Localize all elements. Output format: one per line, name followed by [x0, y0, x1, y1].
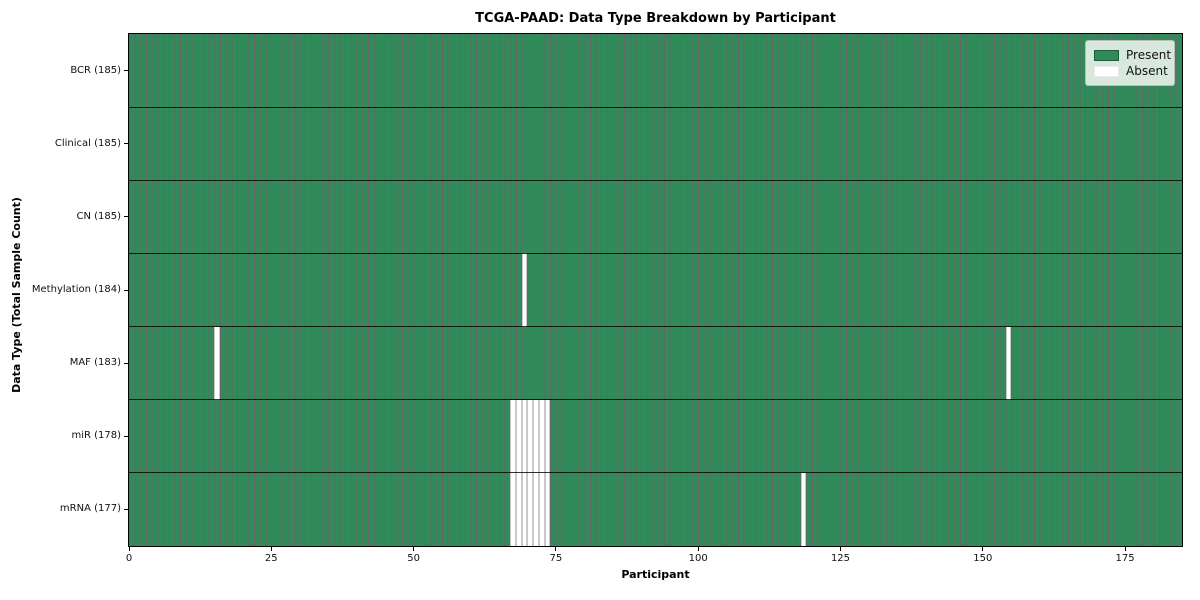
plot-area: [129, 34, 1182, 546]
heatmap-row-BCR: [129, 34, 1182, 108]
heatmap-row-CN: [129, 180, 1182, 254]
legend-item-absent: Absent: [1094, 63, 1168, 79]
y-tick-mark: [124, 216, 128, 218]
y-tick-mark: [124, 508, 128, 510]
x-tick-label: 75: [549, 553, 563, 564]
row-separator: [129, 106, 1182, 108]
x-tick-label: 0: [125, 553, 133, 564]
y-tick-mark: [124, 435, 128, 437]
absent-cell: [1005, 326, 1012, 400]
legend-label-present: Present: [1126, 48, 1172, 62]
x-tick-mark: [839, 547, 841, 551]
heatmap-row-Methylation: [129, 253, 1182, 327]
absent-cell: [510, 399, 517, 473]
absent-cell: [516, 399, 522, 473]
absent-cell: [516, 472, 522, 546]
legend: Present Absent: [1085, 40, 1175, 86]
absent-cell: [214, 326, 221, 400]
absent-cell: [800, 472, 807, 546]
y-tick-label: mRNA (177): [59, 503, 121, 515]
legend-swatch-absent: [1094, 65, 1119, 77]
heatmap-row-mRNA: [129, 472, 1182, 546]
row-separator: [129, 179, 1182, 181]
absent-cell: [533, 472, 539, 546]
y-tick-label: Methylation (184): [31, 284, 121, 295]
row-separator: [129, 326, 1182, 328]
x-tick-label: 25: [264, 553, 278, 564]
row-separator: [129, 252, 1182, 254]
y-tick-label: miR (178): [71, 430, 121, 442]
heatmap-row-Clinical: [129, 107, 1182, 181]
x-tick-label: 100: [688, 553, 708, 564]
x-tick-mark: [982, 547, 984, 551]
row-separator: [129, 399, 1182, 401]
y-tick-label: BCR (185): [70, 64, 121, 76]
heatmap-row-miR: [129, 399, 1182, 473]
chart-title: TCGA-PAAD: Data Type Breakdown by Partic…: [475, 11, 836, 26]
x-tick-mark: [697, 547, 699, 551]
x-tick-label: 175: [1115, 553, 1135, 564]
y-tick-mark: [124, 70, 128, 72]
absent-cell: [538, 399, 545, 473]
x-tick-mark: [555, 547, 557, 551]
absent-cell: [521, 472, 528, 546]
absent-cell: [510, 472, 517, 546]
x-tick-label: 125: [830, 553, 851, 564]
legend-swatch-present: [1094, 49, 1119, 61]
x-tick-mark: [270, 547, 272, 551]
x-tick-label: 150: [973, 553, 993, 564]
y-tick-label: MAF (183): [69, 357, 121, 369]
absent-cell: [527, 472, 534, 546]
absent-cell: [544, 472, 551, 546]
legend-item-present: Present: [1094, 47, 1171, 63]
x-tick-mark: [128, 547, 130, 551]
x-tick-mark: [413, 547, 415, 551]
y-tick-label: CN (185): [76, 210, 121, 222]
x-tick-mark: [1124, 547, 1126, 551]
legend-label-absent: Absent: [1126, 64, 1168, 78]
absent-cell: [521, 253, 528, 327]
absent-cell: [538, 472, 545, 546]
y-tick-mark: [124, 143, 128, 145]
absent-cell: [527, 399, 534, 473]
row-separator: [129, 472, 1182, 474]
y-tick-label: Clinical (185): [54, 137, 121, 149]
absent-cell: [533, 399, 539, 473]
y-tick-mark: [124, 362, 128, 364]
absent-cell: [544, 399, 551, 473]
x-tick-label: 50: [407, 553, 420, 564]
heatmap-row-MAF: [129, 326, 1182, 400]
y-tick-mark: [124, 289, 128, 291]
x-axis-label: Participant: [621, 568, 690, 581]
absent-cell: [521, 399, 528, 473]
